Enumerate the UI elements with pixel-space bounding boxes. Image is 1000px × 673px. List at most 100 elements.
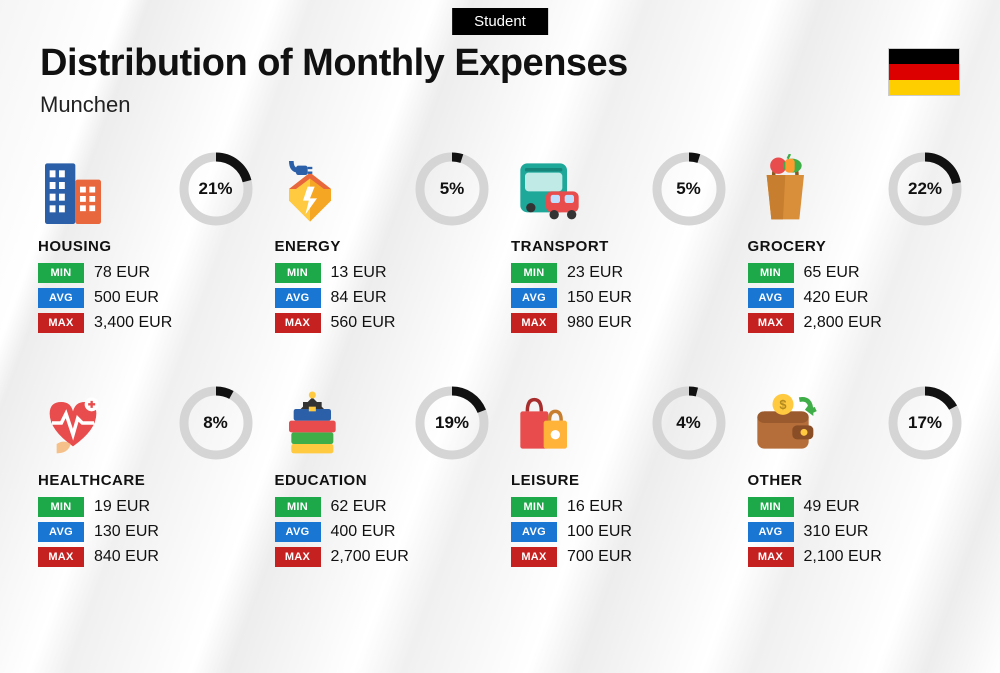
percent-label: 8% [179, 386, 253, 460]
category-card-other: $17%OTHERMIN49 EURAVG310 EURMAX2,100 EUR [748, 384, 963, 572]
max-value: 980 EUR [567, 314, 632, 332]
percent-donut: 19% [415, 386, 489, 460]
category-name: HOUSING [38, 238, 253, 255]
category-name: HEALTHCARE [38, 472, 253, 489]
max-tag: MAX [511, 313, 557, 333]
min-value: 78 EUR [94, 264, 150, 282]
category-card-leisure: 4% LEISURE MIN 16 EUR AVG100 EUR MAX700 EUR [511, 384, 726, 572]
percent-donut: 8% [179, 386, 253, 460]
stat-min: MIN 19 EUR [38, 497, 253, 517]
category-name: LEISURE [511, 472, 726, 489]
percent-label: 5% [415, 152, 489, 226]
stat-min: MIN 49 EUR [748, 497, 963, 517]
avg-tag: AVG [511, 288, 557, 308]
avg-tag: AVG [748, 288, 794, 308]
min-value: 19 EUR [94, 498, 150, 516]
category-card-transport: 5%TRANSPORTMIN23 EURAVG150 EURMAX980 EUR [511, 150, 726, 338]
avg-value: 420 EUR [804, 289, 869, 307]
max-value: 560 EUR [331, 314, 396, 332]
category-card-energy: 5% ENERGY MIN 13 EUR AVG 84 EUR MAX 560 EUR [275, 150, 490, 338]
avg-value: 84 EUR [331, 289, 387, 307]
flag-stripe [889, 80, 959, 95]
avg-tag: AVG [38, 288, 84, 308]
min-value: 13 EUR [331, 264, 387, 282]
stat-avg: AVG310 EUR [748, 522, 963, 542]
min-value: 62 EUR [331, 498, 387, 516]
max-tag: MAX [748, 547, 794, 567]
flag-stripe [889, 49, 959, 64]
stat-max: MAX 560 EUR [275, 313, 490, 333]
min-value: 65 EUR [804, 264, 860, 282]
min-value: 16 EUR [567, 498, 623, 516]
max-tag: MAX [38, 313, 84, 333]
percent-donut: 17% [888, 386, 962, 460]
stat-avg: AVG 500 EUR [38, 288, 253, 308]
category-name: ENERGY [275, 238, 490, 255]
avg-tag: AVG [38, 522, 84, 542]
category-card-healthcare: 8% HEALTHCARE MIN 19 EUR AVG130 EUR MAX840 EU… [38, 384, 253, 572]
energy-icon [275, 153, 355, 225]
student-badge: Student [452, 8, 548, 35]
stat-max: MAX2,800 EUR [748, 313, 963, 333]
max-tag: MAX [275, 547, 321, 567]
max-tag: MAX [275, 313, 321, 333]
min-tag: MIN [511, 263, 557, 283]
avg-value: 150 EUR [567, 289, 632, 307]
grocery-icon [748, 153, 828, 225]
percent-donut: 5% [652, 152, 726, 226]
page-title: Distribution of Monthly Expenses [40, 42, 628, 85]
stat-min: MIN65 EUR [748, 263, 963, 283]
min-tag: MIN [748, 497, 794, 517]
max-value: 2,700 EUR [331, 548, 409, 566]
avg-tag: AVG [275, 522, 321, 542]
category-name: TRANSPORT [511, 238, 726, 255]
germany-flag-icon [888, 48, 960, 96]
min-tag: MIN [275, 497, 321, 517]
healthcare-icon [38, 387, 118, 459]
transport-icon [511, 153, 591, 225]
min-tag: MIN [38, 497, 84, 517]
avg-value: 500 EUR [94, 289, 159, 307]
stat-max: MAX700 EUR [511, 547, 726, 567]
max-value: 3,400 EUR [94, 314, 172, 332]
percent-donut: 5% [415, 152, 489, 226]
min-value: 49 EUR [804, 498, 860, 516]
percent-label: 4% [652, 386, 726, 460]
stat-avg: AVG130 EUR [38, 522, 253, 542]
stat-max: MAX 980 EUR [511, 313, 726, 333]
stat-avg: AVG100 EUR [511, 522, 726, 542]
leisure-icon [511, 387, 591, 459]
min-tag: MIN [511, 497, 557, 517]
category-card-grocery: 22% GROCERY MIN65 EUR AVG 420 EUR MAX2,800 EU… [748, 150, 963, 338]
percent-donut: 22% [888, 152, 962, 226]
category-card-housing: 21% HOUSING MIN 78 EUR AVG 500 EUR MAX 3,400 EU… [38, 150, 253, 338]
page-subtitle: Munchen [40, 92, 131, 118]
stat-min: MIN 78 EUR [38, 263, 253, 283]
stat-avg: AVG 84 EUR [275, 288, 490, 308]
stat-max: MAX 2,700 EUR [275, 547, 490, 567]
max-tag: MAX [511, 547, 557, 567]
percent-label: 17% [888, 386, 962, 460]
stat-min: MIN 16 EUR [511, 497, 726, 517]
other-icon: $ [748, 387, 828, 459]
max-value: 840 EUR [94, 548, 159, 566]
avg-tag: AVG [748, 522, 794, 542]
max-tag: MAX [748, 313, 794, 333]
percent-donut: 4% [652, 386, 726, 460]
percent-label: 19% [415, 386, 489, 460]
category-name: GROCERY [748, 238, 963, 255]
avg-tag: AVG [511, 522, 557, 542]
percent-donut: 21% [179, 152, 253, 226]
percent-label: 5% [652, 152, 726, 226]
stat-min: MIN 62 EUR [275, 497, 490, 517]
min-tag: MIN [275, 263, 321, 283]
stat-max: MAX840 EUR [38, 547, 253, 567]
svg-text:$: $ [779, 397, 786, 412]
categories-grid: 21% HOUSING MIN 78 EUR AVG 500 EUR MAX 3,400 EU… [38, 150, 962, 572]
category-card-education: 19%EDUCATIONMIN62 EURAVG400 EURMAX2,700 … [275, 384, 490, 572]
category-name: EDUCATION [275, 472, 490, 489]
avg-tag: AVG [275, 288, 321, 308]
education-icon [275, 387, 355, 459]
stat-avg: AVG 150 EUR [511, 288, 726, 308]
min-tag: MIN [38, 263, 84, 283]
